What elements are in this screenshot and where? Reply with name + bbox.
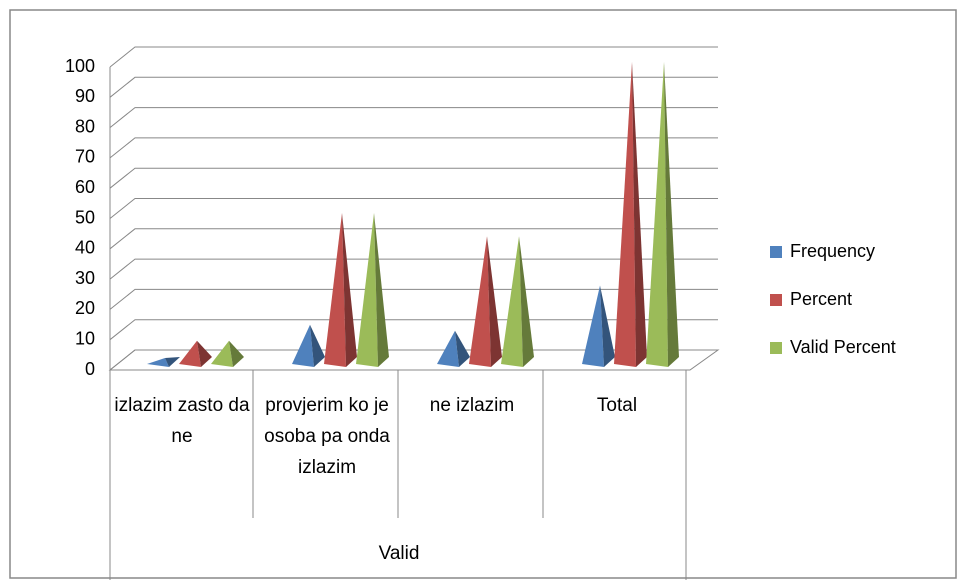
- pyramid-right: [342, 213, 357, 367]
- pyramid-left: [582, 285, 604, 367]
- pyramid-right: [310, 324, 325, 367]
- grid-line: [109, 107, 718, 128]
- pyramid-left: [179, 340, 201, 367]
- pyramid-left: [292, 324, 314, 367]
- x-tick-label: izlazim zasto da ne: [114, 395, 250, 447]
- pyramid-right: [632, 62, 647, 367]
- pyramid-right: [487, 236, 502, 367]
- grid-line: [109, 258, 718, 280]
- y-tick-label: 10: [75, 328, 95, 348]
- pyramid-left: [324, 213, 346, 367]
- y-tick-label: 80: [75, 116, 95, 136]
- y-tick-label: 40: [75, 238, 95, 258]
- x-tick-label: ne izlazim: [429, 395, 515, 416]
- pyramid-left: [356, 213, 378, 367]
- pyramid-right: [600, 285, 615, 367]
- pyramid-left: [147, 357, 169, 367]
- x-tick-label: provjerim ko je osoba pa onda izlazim: [264, 395, 390, 478]
- pyramid-left: [437, 330, 459, 367]
- grid-line: [109, 76, 718, 98]
- pyramid-right: [374, 213, 389, 367]
- chart-border: [9, 9, 957, 579]
- legend-swatch: [770, 294, 782, 306]
- y-tick-label: 90: [75, 86, 95, 106]
- pyramid-left: [211, 340, 233, 367]
- y-tick-label: 50: [75, 207, 95, 227]
- group-label: Valid: [378, 543, 420, 564]
- legend-swatch: [770, 246, 782, 258]
- pyramid-right: [455, 330, 470, 367]
- legend-label: Valid Percent: [790, 337, 896, 357]
- pyramid-left: [469, 236, 491, 367]
- legend-label: Percent: [790, 289, 852, 309]
- pyramid-right: [664, 62, 679, 367]
- y-tick-label: 60: [75, 177, 95, 197]
- y-tick-label: 70: [75, 147, 95, 167]
- y-tick-label: 100: [65, 56, 95, 76]
- y-tick-label: 0: [85, 359, 95, 379]
- grid-line: [109, 167, 718, 189]
- pyramid-right: [165, 357, 180, 367]
- legend-label: Frequency: [790, 241, 875, 261]
- pyramid-right: [519, 236, 534, 367]
- pyramid-left: [614, 62, 636, 367]
- legend-swatch: [770, 342, 782, 354]
- y-tick-label: 30: [75, 268, 95, 288]
- grid-line: [109, 46, 718, 68]
- pyramid-left: [646, 62, 668, 367]
- x-tick-label: Total: [596, 395, 638, 416]
- grid-line: [109, 137, 718, 159]
- pyramid-left: [501, 236, 523, 367]
- pyramid-right: [229, 340, 244, 367]
- pyramid-right: [197, 340, 212, 367]
- y-tick-label: 20: [75, 298, 95, 318]
- grid-line: [109, 228, 718, 250]
- grid-line: [109, 198, 718, 219]
